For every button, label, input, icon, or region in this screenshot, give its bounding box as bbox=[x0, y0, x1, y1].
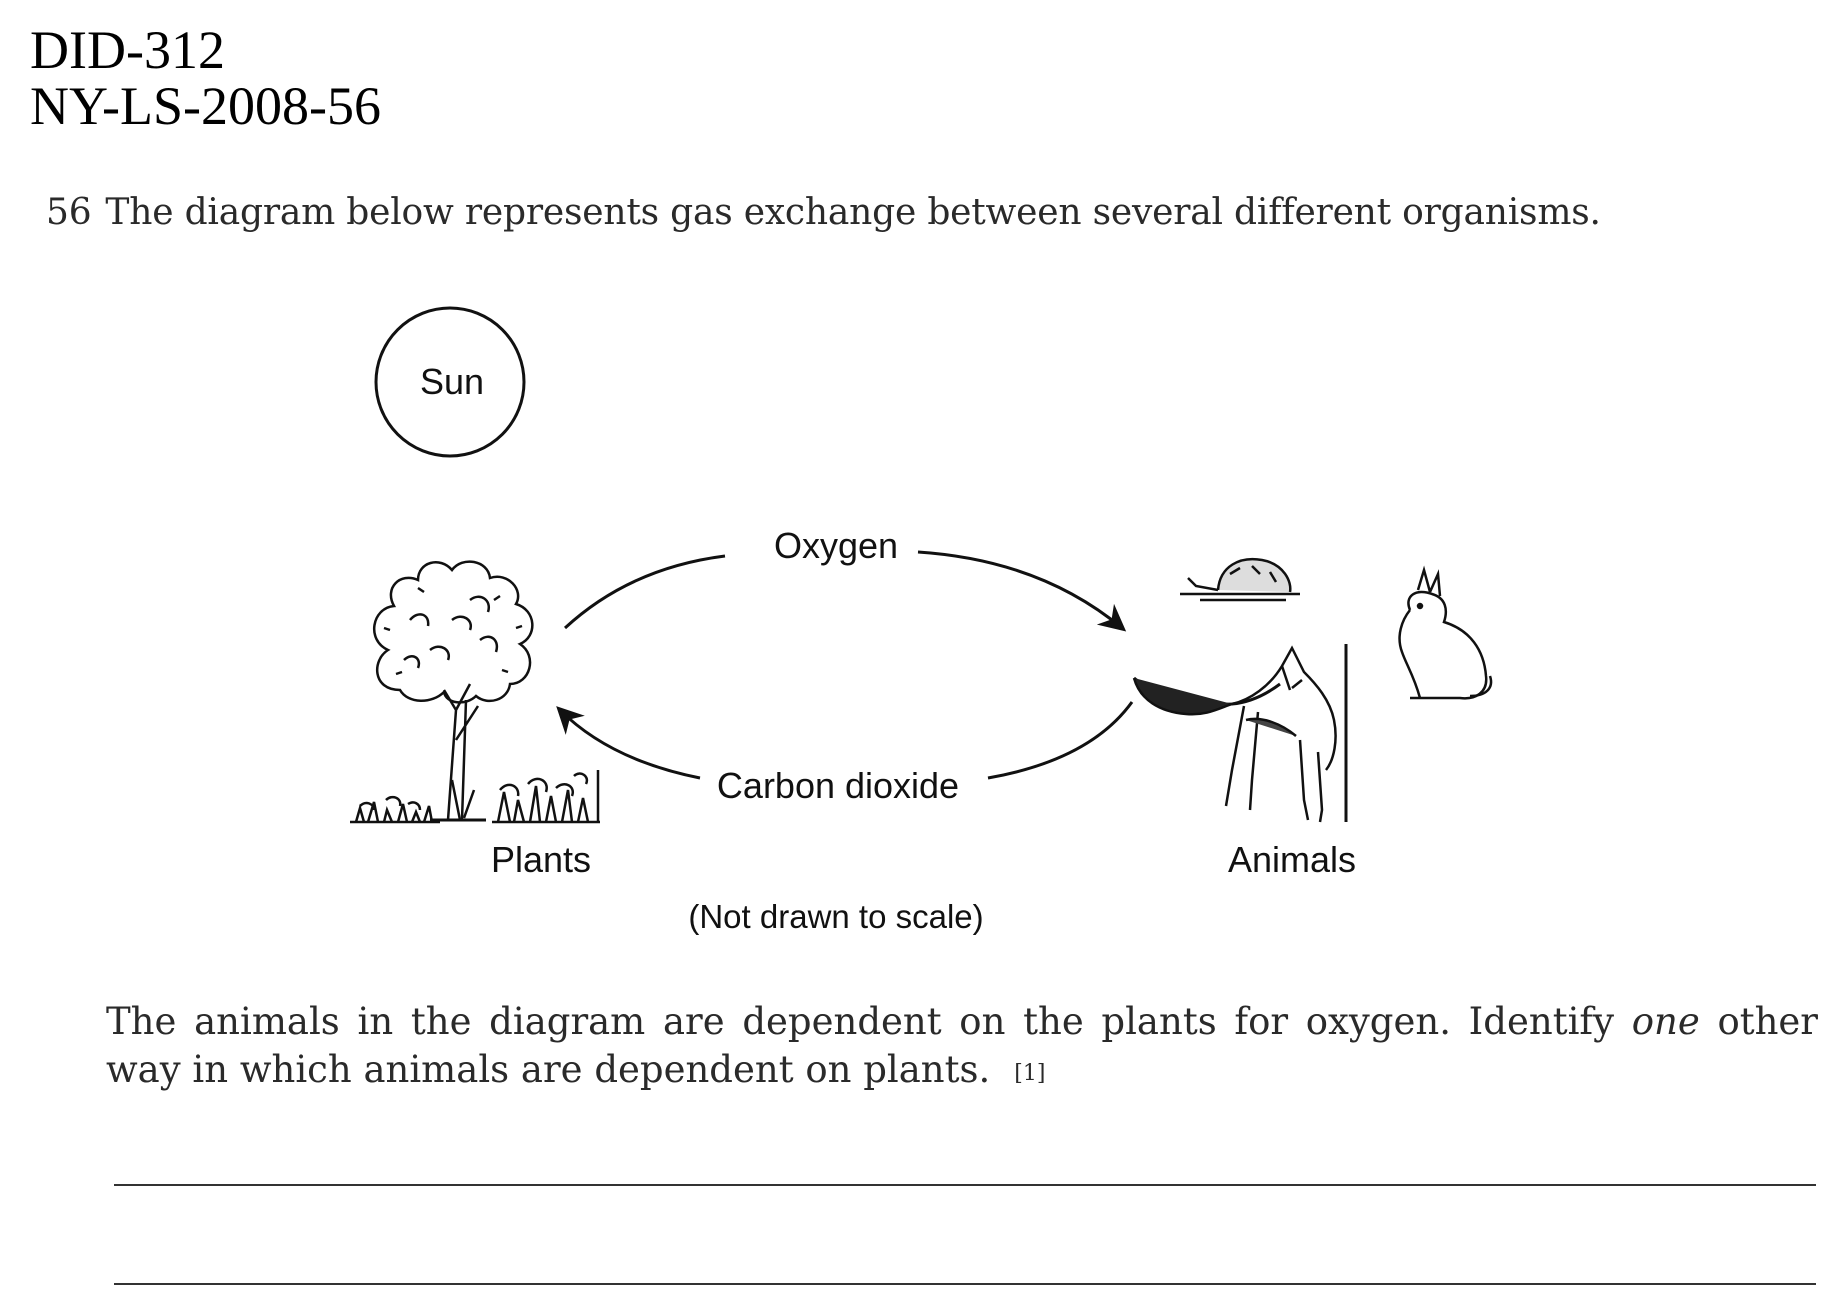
rabbit-icon bbox=[1398, 565, 1493, 700]
answer-line[interactable] bbox=[114, 1283, 1816, 1285]
question-number: 56 bbox=[46, 192, 92, 233]
fox-icon bbox=[1132, 644, 1348, 823]
shrub-right-icon bbox=[492, 770, 600, 824]
document-id: DID-312 bbox=[30, 20, 225, 80]
oxygen-arrow-left-segment bbox=[563, 554, 726, 630]
point-value: [1] bbox=[1014, 1061, 1046, 1086]
oxygen-label: Oxygen bbox=[774, 525, 898, 566]
document-code: NY-LS-2008-56 bbox=[30, 76, 381, 136]
answer-line[interactable] bbox=[114, 1184, 1816, 1186]
carbon-dioxide-arrow-left-segment bbox=[556, 706, 701, 780]
tree-icon bbox=[372, 560, 534, 822]
question-prompt: The animals in the diagram are dependent… bbox=[106, 998, 1818, 1098]
prompt-emphasis: one bbox=[1631, 1000, 1700, 1043]
animals-label: Animals bbox=[1228, 839, 1356, 880]
sun-label: Sun bbox=[420, 361, 484, 402]
animals-illustration bbox=[1132, 557, 1493, 823]
shrub-left-icon bbox=[350, 795, 440, 824]
turtle-icon bbox=[1180, 557, 1300, 602]
carbon-dioxide-label: Carbon dioxide bbox=[717, 765, 959, 806]
question-text: The diagram below represents gas exchang… bbox=[105, 192, 1601, 233]
carbon-dioxide-arrow-right-segment bbox=[987, 701, 1134, 780]
oxygen-arrow: Oxygen bbox=[563, 525, 1127, 632]
carbon-dioxide-arrow: Carbon dioxide bbox=[556, 701, 1134, 806]
prompt-text-before: The animals in the diagram are dependent… bbox=[106, 1000, 1632, 1043]
plants-illustration bbox=[350, 560, 600, 824]
oxygen-arrow-right-segment bbox=[917, 550, 1127, 632]
scale-note: (Not drawn to scale) bbox=[688, 898, 983, 935]
plants-label: Plants bbox=[491, 839, 591, 880]
prompt-text-after: other way in which animals are dependent… bbox=[106, 1000, 1818, 1091]
sun-circle bbox=[374, 306, 526, 458]
question-stem: 56 The diagram below represents gas excha… bbox=[46, 190, 1601, 236]
sun: Sun bbox=[374, 306, 526, 458]
